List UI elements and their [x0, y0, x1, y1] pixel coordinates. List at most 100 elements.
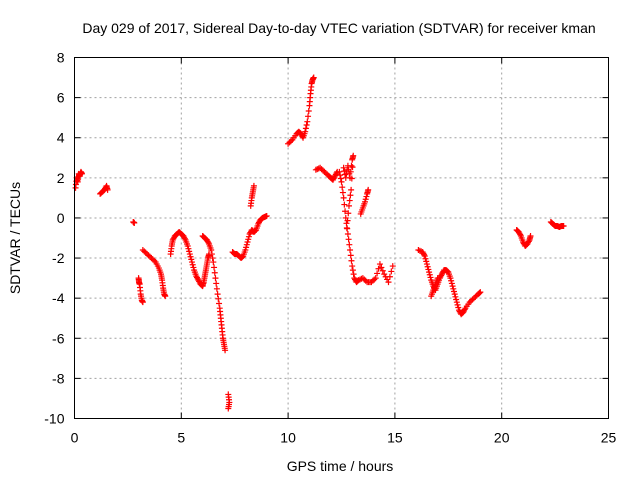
data-point	[208, 251, 215, 258]
data-point	[188, 256, 195, 263]
gridlines	[74, 57, 609, 419]
data-point	[375, 265, 382, 272]
data-point	[347, 247, 354, 254]
data-point	[345, 210, 352, 217]
data-point	[452, 293, 459, 300]
y-tick-label: -10	[44, 411, 64, 427]
y-tick-label: 0	[57, 210, 65, 226]
data-point	[453, 296, 460, 303]
data-point	[338, 178, 345, 185]
data-point	[339, 189, 346, 196]
data-point	[304, 118, 311, 125]
data-point	[214, 291, 221, 298]
data-point	[210, 259, 217, 266]
data-point	[310, 74, 317, 81]
data-point	[421, 251, 428, 258]
data-point	[185, 245, 192, 252]
y-tick-label: -8	[52, 370, 65, 386]
data-point	[421, 253, 428, 260]
data-point	[245, 233, 252, 240]
data-point	[305, 107, 312, 114]
y-tick-label: -6	[52, 330, 65, 346]
data-point	[350, 271, 357, 278]
data-point	[242, 247, 249, 254]
data-point	[302, 125, 309, 132]
data-point	[243, 241, 250, 248]
data-point	[162, 293, 169, 300]
data-point	[209, 255, 216, 262]
data-point	[131, 219, 138, 226]
data-point	[181, 235, 188, 242]
data-point	[343, 224, 350, 231]
data-point	[188, 259, 195, 266]
data-point	[216, 300, 223, 307]
data-point	[211, 269, 218, 276]
data-point	[305, 113, 312, 120]
data-point	[186, 251, 193, 258]
y-tick-labels: -10 -8 -6 -4 -2 0 2 4 6 8	[44, 50, 64, 427]
data-point	[337, 172, 344, 179]
data-point	[215, 295, 222, 302]
data-point	[205, 239, 212, 246]
data-point	[187, 253, 194, 260]
plot-frame	[74, 57, 609, 419]
data-point	[222, 347, 229, 354]
data-point	[376, 261, 383, 268]
data-point	[388, 268, 395, 275]
data-point	[448, 277, 455, 284]
x-tick-label: 25	[601, 430, 617, 446]
data-point	[453, 299, 460, 306]
data-point	[336, 168, 343, 175]
data-point	[527, 232, 534, 239]
y-tick-label: 6	[57, 90, 65, 106]
data-point	[372, 275, 379, 282]
data-point	[213, 280, 220, 287]
data-point	[345, 202, 352, 209]
data-point	[348, 257, 355, 264]
data-point	[426, 271, 433, 278]
data-point	[189, 261, 196, 268]
data-point	[451, 291, 458, 298]
data-point	[342, 208, 349, 215]
data-point	[461, 306, 468, 313]
data-point	[344, 217, 351, 224]
y-axis-title: SDTVAR / TECUs	[7, 182, 23, 294]
x-tick-label: 0	[71, 430, 79, 446]
x-axis-title: GPS time / hours	[287, 458, 394, 474]
data-point	[434, 275, 441, 282]
data-point	[104, 186, 111, 193]
data-point	[447, 275, 454, 282]
data-point	[347, 192, 354, 199]
data-point	[337, 175, 344, 182]
data-point	[263, 212, 270, 219]
data-point	[378, 264, 385, 271]
chart-title: Day 029 of 2017, Sidereal Day-to-day VTE…	[82, 20, 595, 36]
data-point	[340, 164, 347, 171]
data-point	[349, 263, 356, 270]
x-tick-labels: 0 5 10 15 20 25	[71, 430, 617, 446]
data-point	[250, 182, 257, 189]
y-tick-label: -2	[52, 250, 65, 266]
data-point	[225, 405, 232, 412]
data-point	[449, 283, 456, 290]
data-point	[362, 196, 369, 203]
data-point	[379, 267, 386, 274]
x-tick-label: 5	[177, 430, 185, 446]
y-tick-label: 2	[57, 170, 65, 186]
data-point	[365, 186, 372, 193]
data-point	[348, 162, 355, 169]
data-point	[333, 170, 340, 177]
x-tick-label: 20	[494, 430, 510, 446]
data-point	[389, 263, 396, 270]
data-point	[340, 194, 347, 201]
data-point	[208, 247, 215, 254]
x-tick-label: 15	[387, 430, 403, 446]
data-point	[450, 288, 457, 295]
data-point	[386, 273, 393, 280]
data-point	[347, 168, 354, 175]
data-point	[78, 170, 85, 177]
data-point	[349, 267, 356, 274]
data-point	[454, 301, 461, 308]
